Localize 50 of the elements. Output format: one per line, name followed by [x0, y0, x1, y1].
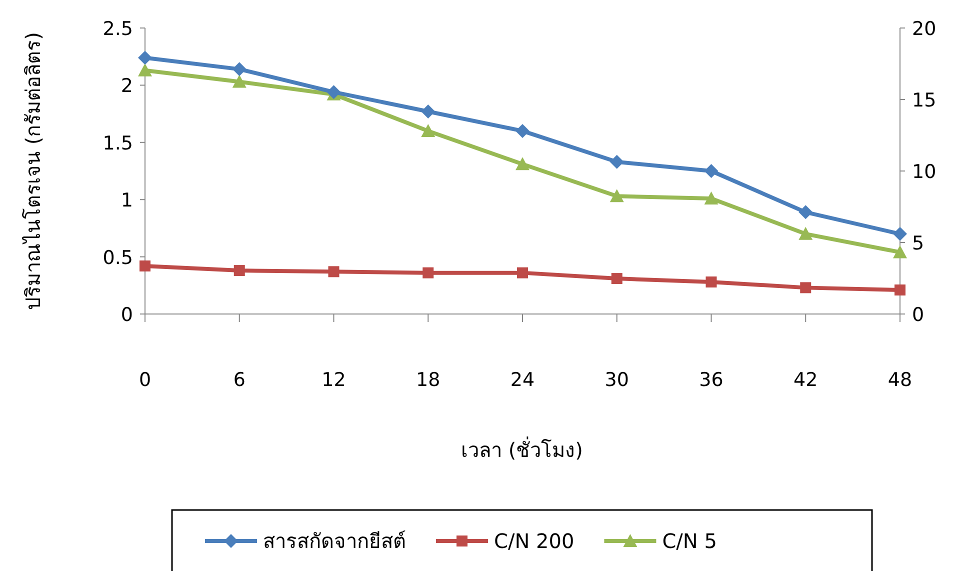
y2-tick-label: 0 — [912, 304, 924, 326]
point — [704, 191, 718, 204]
y-tick-label: 2 — [120, 75, 133, 98]
point — [800, 282, 812, 294]
point — [516, 157, 530, 170]
legend-label: สารสกัดจากยีสต์ — [263, 529, 406, 553]
x-tick-label: 12 — [322, 369, 346, 391]
point — [232, 74, 246, 88]
point — [706, 276, 717, 288]
point — [421, 124, 436, 137]
point — [893, 245, 907, 258]
y-tick-label: 1 — [120, 190, 133, 212]
y2-tick-label: 10 — [912, 161, 936, 183]
x-tick-label: 36 — [699, 369, 724, 391]
point — [422, 267, 434, 278]
x-axis-title: เวลา (ชั่วโมง) — [461, 436, 583, 462]
legend-label: C/N 200 — [494, 529, 574, 553]
y2-tick-label: 5 — [912, 232, 924, 254]
point — [611, 273, 622, 284]
x-tick-label: 24 — [510, 369, 535, 391]
x-tick-label: 42 — [794, 369, 818, 391]
point — [894, 284, 906, 296]
point — [610, 189, 624, 202]
point — [798, 205, 813, 220]
y2-tick-label: 20 — [912, 18, 936, 40]
point — [610, 154, 624, 169]
x-tick-label: 30 — [604, 369, 629, 391]
point — [516, 124, 530, 138]
point — [328, 266, 340, 278]
y2-tick-label: 15 — [912, 90, 936, 112]
point — [138, 63, 152, 76]
y-tick-label: 0.5 — [102, 246, 133, 269]
point — [421, 104, 436, 119]
point — [517, 267, 528, 278]
x-tick-label: 6 — [233, 369, 246, 391]
y-tick-label: 0 — [120, 304, 133, 326]
point — [232, 62, 246, 76]
point — [140, 260, 150, 272]
x-tick-label: 0 — [138, 369, 152, 391]
point — [893, 226, 907, 241]
y-tick-label: 1.5 — [102, 132, 133, 154]
y-axis-title: ปริมาณไนโตรเจน (กรัมต่อลิตร) — [21, 32, 45, 310]
point — [798, 226, 813, 240]
point — [138, 50, 152, 65]
x-tick-label: 48 — [888, 369, 912, 391]
point — [704, 164, 718, 178]
y-tick-label: 2.5 — [102, 18, 133, 40]
point — [234, 265, 245, 276]
x-tick-label: 18 — [416, 369, 440, 391]
legend-label: C/N 5 — [662, 529, 717, 553]
